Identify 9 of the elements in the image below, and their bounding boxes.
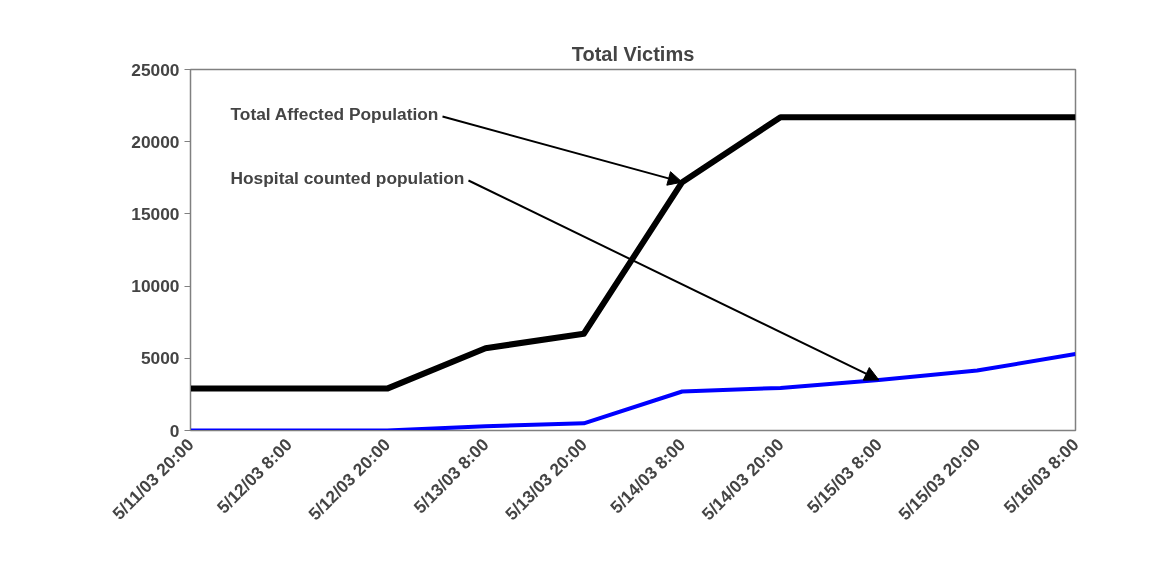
chart-title: Total Victims: [571, 42, 695, 65]
annotation: Hospital counted population: [230, 167, 465, 188]
y-tick-label: 15000: [131, 203, 180, 224]
y-tick-label: 5000: [140, 348, 180, 369]
annotation: Total Affected Population: [230, 103, 439, 124]
y-tick-label: 10000: [131, 276, 180, 297]
y-tick-label: 20000: [131, 131, 180, 152]
y-tick-label: 0: [169, 420, 180, 441]
y-tick-label: 25000: [131, 59, 180, 80]
